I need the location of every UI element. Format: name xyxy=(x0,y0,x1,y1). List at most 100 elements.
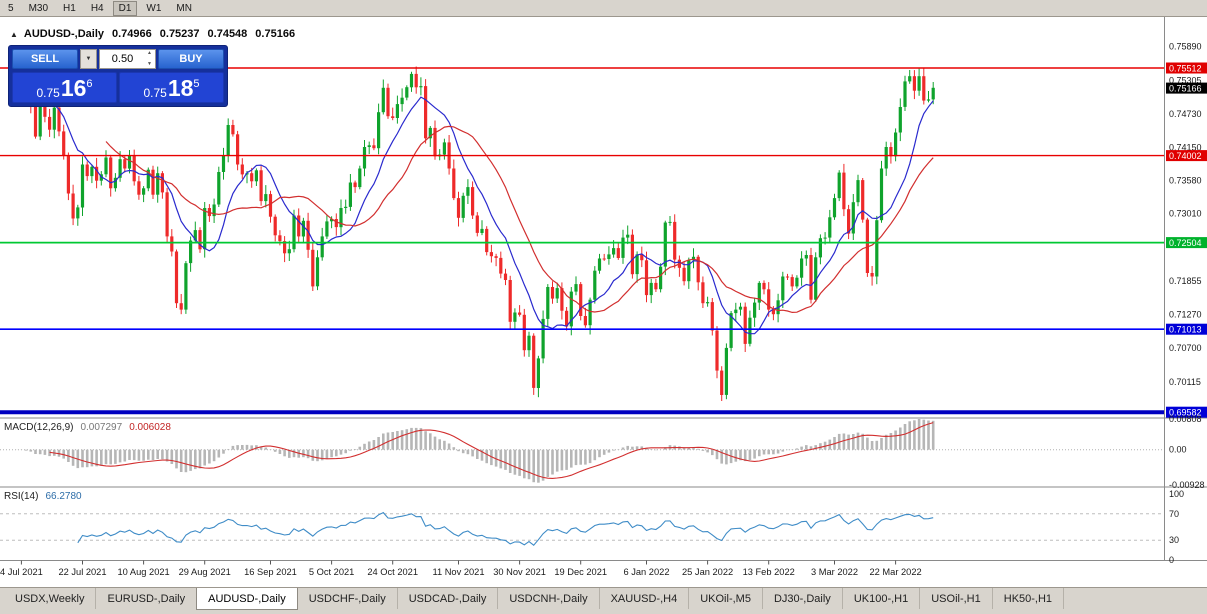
price-level-badge xyxy=(1166,237,1207,249)
date-label: 16 Sep 2021 xyxy=(244,567,297,577)
price-scale-label: 0.75305 xyxy=(1169,76,1202,86)
collapse-panel-icon[interactable]: ▲ xyxy=(10,29,18,39)
price-scale-label: 0.73010 xyxy=(1169,209,1202,219)
date-label: 5 Oct 2021 xyxy=(309,567,354,577)
ma-fast-line xyxy=(53,96,934,335)
sell-price-point: 6 xyxy=(86,78,93,90)
date-label: 25 Jan 2022 xyxy=(682,567,733,577)
one-click-trading-panel: SELL ▼ ▲ ▼ BUY 0.75 16 6 0.75 18 xyxy=(8,45,228,107)
chart-tab-dj30-[interactable]: DJ30-,Daily xyxy=(763,588,843,609)
buy-price-big: 0.75 xyxy=(143,86,167,100)
sell-price-big: 0.75 xyxy=(36,86,60,100)
date-label: 10 Aug 2021 xyxy=(117,567,169,577)
sell-price-pips: 16 xyxy=(60,75,87,101)
rsi-indicator-label: RSI(14) 66.2780 xyxy=(4,491,82,502)
spinner-down-icon[interactable]: ▼ xyxy=(147,61,152,67)
chart-title: ▲ AUDUSD-,Daily 0.74966 0.75237 0.74548 … xyxy=(10,28,295,40)
date-label: 19 Dec 2021 xyxy=(554,567,607,577)
rsi-line xyxy=(77,511,934,546)
rsi-scale-label: 70 xyxy=(1169,509,1179,519)
chart-tab-xauusd-[interactable]: XAUUSD-,H4 xyxy=(600,588,690,609)
timeframe-button-h1[interactable]: H1 xyxy=(63,2,76,14)
rsi-scale-label: 0 xyxy=(1169,555,1174,565)
macd-name: MACD(12,26,9) xyxy=(4,422,74,433)
lot-size-input[interactable] xyxy=(99,49,156,69)
chart-tab-usdcad-[interactable]: USDCAD-,Daily xyxy=(398,588,499,609)
ohlc-high: 0.75237 xyxy=(159,28,200,40)
date-label: 3 Mar 2022 xyxy=(811,567,858,577)
macd-signal-line xyxy=(49,422,934,479)
chart-tab-usdcnh-[interactable]: USDCNH-,Daily xyxy=(498,588,600,609)
price-level-badge xyxy=(1166,62,1207,74)
price-scale-label: 0.74730 xyxy=(1169,109,1202,119)
timeframe-toolbar: 5 M30 H1 H4 D1 W1 MN xyxy=(0,0,1207,17)
chevron-down-icon: ▼ xyxy=(85,56,92,62)
ohlc-low: 0.74548 xyxy=(207,28,248,40)
price-level-badge xyxy=(1166,406,1207,418)
date-label: 29 Aug 2021 xyxy=(179,567,231,577)
date-label: 13 Feb 2022 xyxy=(743,567,795,577)
rsi-scale-label: 30 xyxy=(1169,535,1179,545)
buy-button[interactable]: BUY xyxy=(158,49,224,69)
price-scale-label: 0.75890 xyxy=(1169,42,1202,52)
price-level-badge xyxy=(1166,82,1207,94)
chart-tabs: USDX,Weekly EURUSD-,Daily AUDUSD-,Daily USD… xyxy=(0,587,1207,614)
timeframe-button-w1[interactable]: W1 xyxy=(146,2,162,14)
timeframe-button-mn[interactable]: MN xyxy=(176,2,192,14)
macd-scale-label: 0.00 xyxy=(1169,445,1187,455)
rsi-pane xyxy=(0,511,1165,546)
lot-spinner[interactable]: ▲ ▼ xyxy=(145,51,154,67)
chart-tab-ukoil-[interactable]: UKOil-,M5 xyxy=(689,588,763,609)
chart-tab-usdx[interactable]: USDX,Weekly xyxy=(4,588,97,609)
ma-slow-line xyxy=(105,125,934,314)
price-scale-label: 0.70700 xyxy=(1169,343,1202,353)
chart-tab-eurusd-[interactable]: EURUSD-,Daily xyxy=(96,588,198,609)
chart-tab-audusd-[interactable]: AUDUSD-,Daily xyxy=(196,588,298,610)
sell-price-display: 0.75 16 6 xyxy=(12,72,117,103)
macd-indicator-label: MACD(12,26,9) 0.007297 0.006028 xyxy=(4,422,171,433)
price-scale-label: 0.70115 xyxy=(1169,377,1201,387)
rsi-value: 66.2780 xyxy=(45,491,82,502)
chart-tab-usdchf-[interactable]: USDCHF-,Daily xyxy=(298,588,398,609)
timeframe-button-m30[interactable]: M30 xyxy=(28,2,49,14)
price-level-badge xyxy=(1166,150,1207,162)
buy-price-pips: 18 xyxy=(167,75,194,101)
lot-dropdown-button[interactable]: ▼ xyxy=(80,49,97,69)
ohlc-open: 0.74966 xyxy=(112,28,152,40)
date-label: 22 Mar 2022 xyxy=(869,567,921,577)
price-scale-label: 0.74002 xyxy=(1169,151,1202,161)
date-label: 30 Nov 2021 xyxy=(493,567,546,577)
macd-signal-value: 0.006028 xyxy=(129,422,171,433)
buy-price-display: 0.75 18 5 xyxy=(119,72,224,103)
rsi-name: RSI(14) xyxy=(4,491,39,502)
price-scale-label: 0.75166 xyxy=(1169,84,1202,94)
sell-button[interactable]: SELL xyxy=(12,49,78,69)
date-label: 24 Oct 2021 xyxy=(367,567,418,577)
price-scale-label: 0.71270 xyxy=(1169,310,1202,320)
price-scale-label: 0.72504 xyxy=(1169,238,1202,248)
timeframe-button-5[interactable]: 5 xyxy=(8,2,14,14)
chart-tab-hk50-[interactable]: HK50-,H1 xyxy=(993,588,1065,609)
candles xyxy=(10,66,935,401)
macd-pane xyxy=(0,419,1165,483)
timeframe-button-d1[interactable]: D1 xyxy=(112,0,138,16)
price-scale-label: 0.71013 xyxy=(1169,325,1202,335)
date-label: 22 Jul 2021 xyxy=(58,567,106,577)
symbol-title: AUDUSD-,Daily xyxy=(23,28,104,40)
price-scale-label: 0.75512 xyxy=(1169,64,1202,74)
timeframe-button-h4[interactable]: H4 xyxy=(90,2,104,14)
date-label: 11 Nov 2021 xyxy=(432,567,484,577)
chart-window: 0.75890 0.75305 0.74730 0.74150 0.73580 0.730… xyxy=(0,17,1207,587)
macd-main-value: 0.007297 xyxy=(80,422,123,433)
buy-price-point: 5 xyxy=(193,78,200,90)
price-scale-label: 0.69582 xyxy=(1169,408,1202,418)
chart-tab-uk100-[interactable]: UK100-,H1 xyxy=(843,588,921,609)
chart-tab-usoil-[interactable]: USOil-,H1 xyxy=(920,588,993,609)
date-label: 4 Jul 2021 xyxy=(0,567,43,577)
price-level-badge xyxy=(1166,323,1207,335)
price-scale-label: 0.73580 xyxy=(1169,176,1202,186)
spinner-up-icon[interactable]: ▲ xyxy=(147,50,152,56)
date-axis: 4 Jul 2021 22 Jul 2021 10 Aug 2021 29 Aug 2… xyxy=(0,560,922,577)
price-scale-label: 0.71855 xyxy=(1169,276,1202,286)
chart-canvas[interactable]: 0.758900.753050.747300.741500.735800.730… xyxy=(0,17,1207,587)
